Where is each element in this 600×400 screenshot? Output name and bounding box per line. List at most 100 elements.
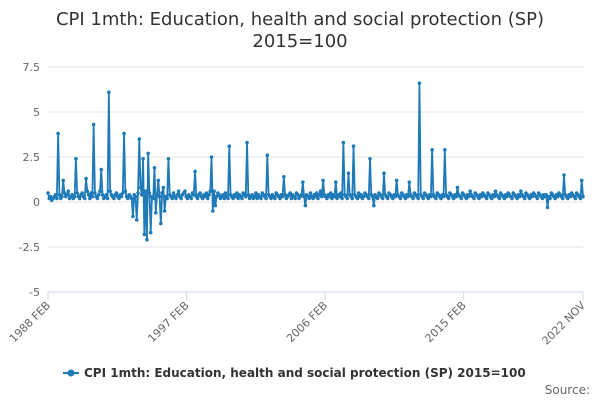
data-point[interactable] (160, 191, 164, 195)
data-point[interactable] (255, 196, 259, 201)
data-point[interactable] (479, 194, 484, 199)
credits[interactable]: Source: (545, 383, 590, 397)
data-point[interactable] (84, 176, 88, 181)
data-point[interactable] (317, 193, 322, 197)
data-point[interactable] (515, 196, 519, 201)
data-point[interactable] (288, 191, 292, 195)
data-point[interactable] (250, 193, 254, 197)
data-point[interactable] (579, 178, 584, 183)
data-point[interactable] (226, 196, 230, 201)
data-point[interactable] (434, 196, 438, 201)
data-point[interactable] (56, 131, 60, 136)
data-point[interactable] (82, 196, 87, 201)
data-point[interactable] (46, 191, 50, 195)
data-point[interactable] (189, 196, 194, 201)
data-point[interactable] (350, 196, 355, 201)
data-point[interactable] (53, 193, 58, 197)
data-point[interactable] (467, 194, 471, 199)
data-point[interactable] (77, 196, 82, 201)
data-point[interactable] (545, 205, 550, 210)
data-point[interactable] (141, 157, 145, 161)
data-point[interactable] (382, 171, 386, 175)
data-point[interactable] (411, 196, 415, 201)
data-point[interactable] (505, 194, 509, 199)
data-point[interactable] (85, 189, 90, 193)
data-point[interactable] (455, 185, 460, 190)
data-point[interactable] (398, 196, 403, 201)
data-point[interactable] (555, 194, 560, 199)
data-point[interactable] (75, 191, 79, 195)
data-point[interactable] (370, 194, 375, 199)
data-point[interactable] (502, 196, 507, 201)
data-point[interactable] (560, 196, 565, 201)
data-point[interactable] (119, 194, 124, 199)
data-point[interactable] (179, 196, 183, 201)
data-point[interactable] (385, 196, 390, 201)
data-point[interactable] (91, 122, 96, 127)
data-point[interactable] (484, 196, 489, 201)
data-point[interactable] (134, 218, 139, 222)
data-point[interactable] (259, 196, 263, 201)
data-point[interactable] (89, 191, 93, 195)
data-point[interactable] (156, 178, 161, 183)
data-point[interactable] (72, 194, 77, 199)
data-point[interactable] (245, 140, 249, 145)
data-point[interactable] (283, 193, 287, 197)
data-point[interactable] (573, 196, 578, 201)
data-point[interactable] (375, 196, 380, 201)
data-point[interactable] (105, 196, 110, 201)
data-point[interactable] (176, 189, 181, 193)
data-point[interactable] (282, 175, 286, 179)
data-point[interactable] (544, 193, 549, 197)
data-point[interactable] (535, 196, 540, 201)
data-point[interactable] (530, 194, 535, 199)
data-point[interactable] (406, 194, 410, 199)
data-point[interactable] (191, 193, 196, 197)
data-point[interactable] (472, 196, 476, 201)
data-point[interactable] (222, 196, 227, 201)
data-point[interactable] (143, 189, 148, 193)
data-point[interactable] (207, 193, 211, 197)
data-point[interactable] (337, 194, 342, 199)
data-point[interactable] (346, 171, 351, 175)
data-point[interactable] (175, 193, 180, 197)
data-point[interactable] (581, 194, 585, 199)
data-point[interactable] (198, 191, 202, 195)
data-point[interactable] (265, 153, 270, 157)
data-point[interactable] (464, 196, 469, 201)
data-point[interactable] (217, 193, 221, 197)
data-point[interactable] (289, 196, 294, 201)
data-point[interactable] (136, 191, 140, 195)
data-point[interactable] (273, 196, 277, 201)
data-point[interactable] (214, 194, 219, 199)
data-point[interactable] (48, 194, 53, 199)
data-point[interactable] (88, 196, 92, 201)
data-point[interactable] (293, 196, 298, 201)
data-point[interactable] (316, 196, 320, 201)
data-point[interactable] (308, 191, 313, 195)
data-point[interactable] (61, 178, 66, 183)
legend[interactable]: CPI 1mth: Education, health and social p… (63, 366, 526, 380)
data-point[interactable] (553, 196, 557, 201)
data-point[interactable] (441, 194, 446, 199)
data-point[interactable] (328, 191, 333, 195)
data-point[interactable] (578, 196, 583, 201)
data-point[interactable] (98, 189, 102, 193)
data-point[interactable] (195, 196, 200, 201)
data-point[interactable] (568, 194, 573, 199)
data-point[interactable] (152, 166, 157, 170)
data-point[interactable] (200, 196, 205, 201)
data-point[interactable] (351, 144, 356, 148)
data-point[interactable] (313, 194, 318, 199)
data-point[interactable] (183, 189, 187, 193)
data-point[interactable] (138, 185, 143, 190)
data-point[interactable] (62, 191, 67, 195)
data-point[interactable] (95, 196, 100, 201)
data-point[interactable] (108, 189, 112, 193)
data-point[interactable] (393, 194, 398, 199)
data-point[interactable] (185, 196, 190, 201)
data-point[interactable] (333, 180, 338, 184)
data-point[interactable] (221, 193, 225, 197)
data-point[interactable] (548, 196, 552, 201)
data-point[interactable] (295, 193, 300, 197)
